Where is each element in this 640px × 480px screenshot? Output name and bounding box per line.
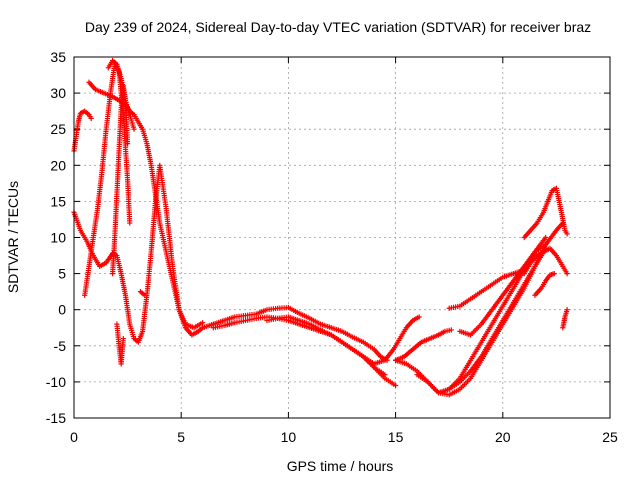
y-tick-label: 30	[50, 85, 66, 101]
data-points	[71, 58, 570, 398]
y-axis-label: SDTVAR / TECUs	[5, 181, 21, 293]
y-tick-label: 0	[58, 302, 66, 318]
y-tick-label: -5	[54, 338, 67, 354]
series-arc-o	[446, 245, 549, 392]
y-tick-label: 10	[50, 230, 66, 246]
x-tick-labels: 0 5 10 15 20 25	[70, 429, 618, 445]
data-point	[543, 234, 549, 241]
y-tick-label: 20	[50, 157, 66, 173]
series-arc-h	[137, 289, 148, 298]
data-point	[200, 320, 206, 326]
data-point	[125, 141, 131, 147]
data-point	[448, 327, 454, 333]
x-tick-label: 5	[177, 429, 185, 445]
series-arc-c	[82, 61, 133, 298]
series-arc-f	[109, 83, 131, 277]
data-point	[131, 126, 137, 132]
y-tick-label: 25	[50, 121, 66, 137]
x-axis-label: GPS time / hours	[287, 458, 394, 474]
series-arc-l	[393, 327, 454, 363]
data-point	[564, 271, 570, 277]
data-point	[120, 335, 126, 342]
y-tick-labels: 35 30 25 20 15 10 5 0 -5 -10 -15	[46, 49, 66, 426]
x-tick-label: 20	[495, 429, 511, 445]
y-tick-label: 35	[50, 49, 66, 65]
data-point	[416, 314, 422, 320]
data-point	[393, 382, 399, 389]
data-point	[551, 271, 557, 277]
series-arc-u	[560, 307, 570, 331]
series-arc-s	[521, 245, 570, 277]
y-tick-label: -15	[46, 410, 66, 426]
plot-frame	[73, 56, 611, 419]
x-tick-label: 10	[281, 429, 297, 445]
series-arc-t	[532, 271, 557, 298]
data-point	[142, 292, 148, 298]
x-tick-label: 25	[602, 429, 618, 445]
series-arc-r	[521, 185, 570, 241]
x-tick-label: 0	[70, 429, 78, 445]
series-arc-k	[360, 314, 422, 367]
data-point	[88, 115, 94, 121]
series-arc-q	[457, 242, 549, 338]
data-point	[127, 220, 133, 226]
series-arc-b	[71, 108, 94, 154]
series-arc-g	[114, 321, 126, 367]
y-tick-label: 5	[58, 266, 66, 282]
chart-title: Day 239 of 2024, Sidereal Day-to-day VTE…	[85, 19, 591, 35]
y-tick-label: -10	[46, 374, 66, 390]
data-point	[564, 231, 570, 237]
data-point	[564, 307, 570, 313]
y-tick-label: 15	[50, 193, 66, 209]
data-point	[543, 242, 549, 248]
x-tick-label: 15	[388, 429, 404, 445]
series-arc-d	[86, 79, 206, 331]
series-arc-j	[264, 314, 399, 389]
